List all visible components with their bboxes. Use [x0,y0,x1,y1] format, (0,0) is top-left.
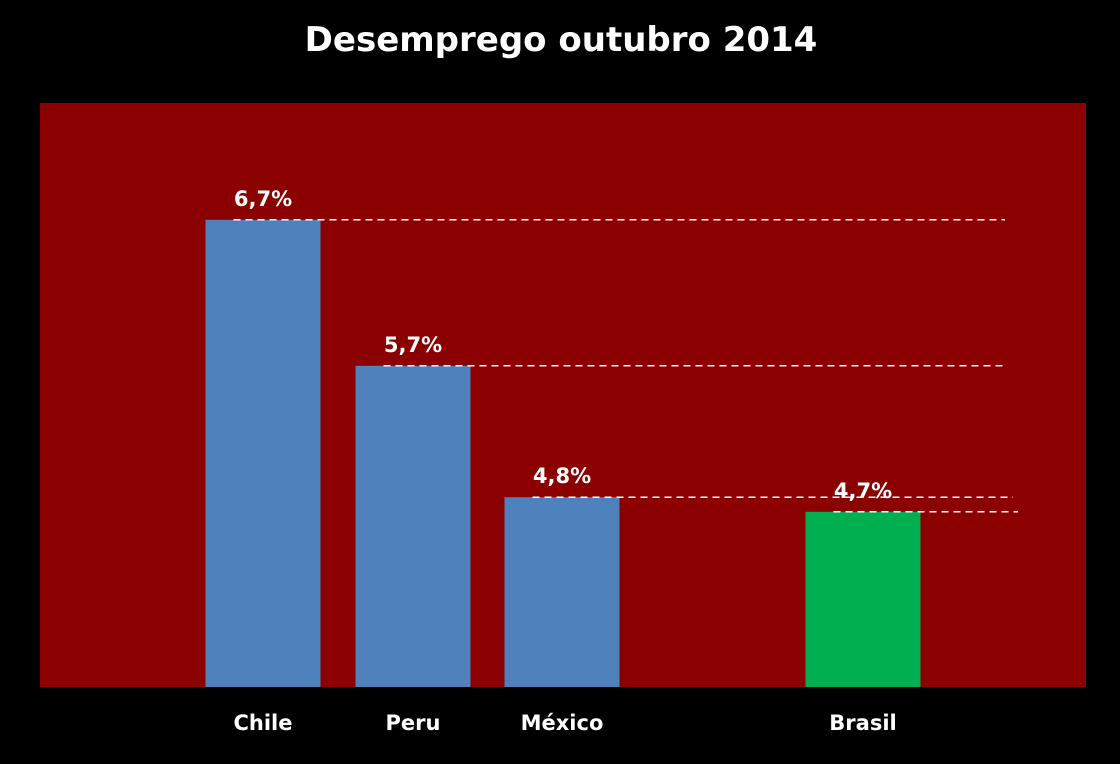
category-label-chile: Chile [233,711,292,735]
data-label-peru: 5,7% [384,333,442,357]
data-label-brasil: 4,7% [834,479,892,503]
category-label-peru: Peru [386,711,441,735]
data-label-chile: 6,7% [234,187,292,211]
bar-peru [355,365,471,687]
bar-mexico [504,497,620,687]
data-labels: 6,7% 5,7% 4,8% 4,7% [234,187,892,503]
bars [205,219,921,688]
reference-lines [233,219,1018,513]
category-labels: Chile Peru México Brasil [233,711,896,735]
bar-chile [205,219,321,688]
category-label-brasil: Brasil [829,711,896,735]
data-label-mexico: 4,8% [533,464,591,488]
category-label-mexico: México [521,711,604,735]
bar-brasil [805,511,921,687]
chart-title: Desemprego outubro 2014 [305,20,818,60]
